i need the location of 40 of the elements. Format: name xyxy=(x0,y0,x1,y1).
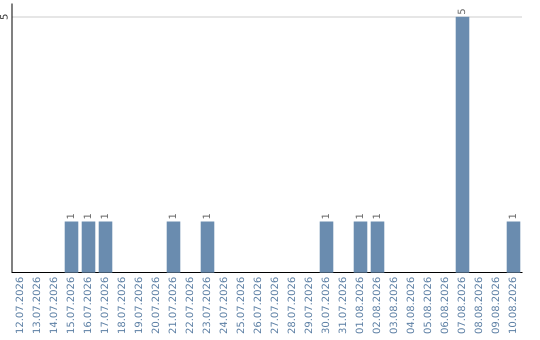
x-tick-label: 31.07.2026 xyxy=(338,276,350,334)
x-tick-label: 09.08.2026 xyxy=(491,276,502,334)
x-tick-label: 08.08.2026 xyxy=(474,276,486,334)
x-tick-label: 01.08.2026 xyxy=(355,276,366,334)
x-tick-label: 14.07.2026 xyxy=(49,276,60,334)
x-tick-label: 03.08.2026 xyxy=(389,276,400,334)
x-tick-label: 23.07.2026 xyxy=(202,276,214,334)
x-tick-label: 10.08.2026 xyxy=(508,276,520,334)
data-label: 5 xyxy=(457,8,468,15)
data-label: 1 xyxy=(372,213,384,220)
x-tick-label: 15.07.2026 xyxy=(66,276,78,334)
x-tick-label: 13.07.2026 xyxy=(32,276,44,334)
x-tick-label: 27.07.2026 xyxy=(270,276,282,334)
x-tick-label: 22.07.2026 xyxy=(185,276,196,334)
x-tick-label: 25.07.2026 xyxy=(236,276,248,334)
data-label: 1 xyxy=(202,213,214,220)
data-label: 1 xyxy=(168,213,180,220)
data-label: 1 xyxy=(100,213,112,220)
x-tick-label: 19.07.2026 xyxy=(134,276,146,334)
x-tick-label: 20.07.2026 xyxy=(151,276,162,334)
data-label: 1 xyxy=(321,213,332,220)
data-label: 1 xyxy=(83,213,94,220)
x-tick-label: 06.08.2026 xyxy=(440,276,452,334)
x-tick-label: 02.08.2026 xyxy=(372,276,384,334)
x-tick-label: 30.07.2026 xyxy=(321,276,332,334)
x-tick-label: 16.07.2026 xyxy=(83,276,94,334)
data-label: 1 xyxy=(508,213,520,220)
x-tick-label: 24.07.2026 xyxy=(219,276,230,334)
x-tick-label: 05.08.2026 xyxy=(423,276,434,334)
x-tick-label: 29.07.2026 xyxy=(304,276,316,334)
x-tick-label: 26.07.2026 xyxy=(253,276,264,334)
x-tick-label: 04.08.2026 xyxy=(406,276,418,334)
x-tick-label: 12.07.2026 xyxy=(15,276,26,334)
x-tick-label: 28.07.2026 xyxy=(287,276,298,334)
x-tick-label: 21.07.2026 xyxy=(168,276,180,334)
x-tick-label: 07.08.2026 xyxy=(457,276,468,334)
data-label: 1 xyxy=(66,213,78,220)
data-label: 1 xyxy=(355,213,366,220)
x-tick-label: 18.07.2026 xyxy=(117,276,128,334)
x-tick-label: 17.07.2026 xyxy=(100,276,112,334)
